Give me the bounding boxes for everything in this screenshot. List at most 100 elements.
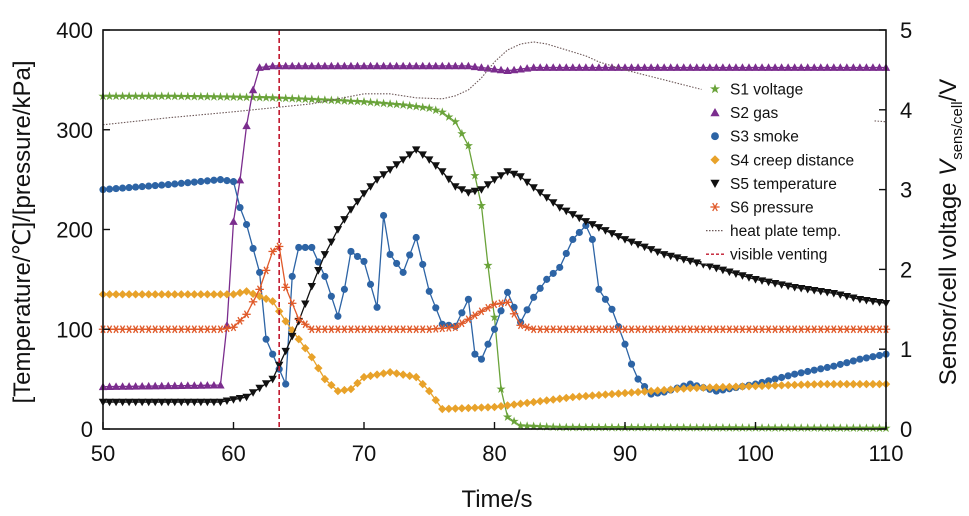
data-point bbox=[633, 241, 643, 249]
data-point bbox=[595, 285, 603, 293]
data-point bbox=[228, 92, 239, 101]
data-point bbox=[510, 303, 518, 311]
data-point bbox=[790, 380, 799, 390]
data-point bbox=[464, 61, 473, 70]
data-point bbox=[425, 61, 434, 70]
data-point bbox=[274, 361, 284, 370]
data-point bbox=[372, 370, 382, 379]
data-point bbox=[803, 423, 813, 432]
data-point bbox=[862, 63, 871, 71]
data-point bbox=[137, 91, 147, 101]
data-point bbox=[248, 85, 258, 94]
series-s4-creep-distance bbox=[98, 287, 891, 414]
data-point bbox=[418, 379, 427, 389]
data-point bbox=[646, 386, 656, 396]
data-point bbox=[144, 381, 153, 390]
data-point bbox=[412, 372, 421, 382]
data-point bbox=[627, 63, 636, 71]
data-point bbox=[522, 421, 532, 430]
data-point bbox=[483, 260, 493, 270]
data-point bbox=[477, 403, 486, 412]
data-point bbox=[738, 63, 747, 71]
data-point bbox=[699, 383, 708, 392]
y-right-tick-label: 0 bbox=[900, 417, 912, 442]
data-point bbox=[216, 380, 225, 389]
data-point bbox=[529, 397, 538, 407]
data-point bbox=[816, 379, 825, 389]
data-point bbox=[451, 183, 460, 191]
data-point bbox=[190, 381, 199, 389]
data-point bbox=[869, 353, 877, 361]
data-point bbox=[457, 61, 467, 70]
data-point bbox=[751, 276, 760, 284]
data-point bbox=[412, 61, 421, 70]
data-point bbox=[307, 282, 316, 291]
data-point bbox=[790, 283, 799, 292]
data-point bbox=[248, 389, 258, 397]
data-point bbox=[646, 63, 656, 71]
data-point bbox=[340, 216, 349, 224]
data-point bbox=[646, 246, 656, 254]
data-point bbox=[868, 297, 878, 306]
data-point bbox=[294, 315, 303, 324]
data-point bbox=[653, 248, 662, 257]
data-point bbox=[496, 65, 506, 74]
data-point bbox=[522, 323, 532, 332]
data-point bbox=[385, 61, 395, 70]
data-point bbox=[203, 177, 211, 185]
data-point bbox=[562, 207, 571, 216]
series-s5-temperature bbox=[98, 146, 891, 407]
data-point bbox=[607, 230, 617, 238]
data-point bbox=[679, 422, 689, 432]
data-point bbox=[627, 360, 636, 368]
data-point bbox=[843, 359, 851, 367]
data-point bbox=[686, 63, 695, 71]
data-point bbox=[373, 303, 381, 311]
data-point bbox=[268, 375, 277, 384]
data-point bbox=[157, 290, 166, 299]
data-point bbox=[724, 422, 734, 432]
y-left-tick-label: 300 bbox=[56, 118, 93, 143]
data-point bbox=[326, 95, 336, 105]
data-point bbox=[692, 422, 702, 432]
data-point bbox=[503, 168, 512, 176]
data-point bbox=[673, 63, 682, 71]
legend-item: S3 smoke bbox=[711, 129, 799, 146]
legend-label: S2 gas bbox=[730, 105, 779, 122]
data-point bbox=[177, 290, 186, 299]
data-point bbox=[666, 63, 675, 71]
data-point bbox=[183, 290, 193, 299]
data-point bbox=[281, 347, 290, 356]
data-point bbox=[360, 257, 368, 265]
data-point bbox=[458, 309, 466, 317]
legend-swatch bbox=[709, 83, 721, 94]
data-point bbox=[679, 256, 688, 264]
legend-label: S6 pressure bbox=[730, 200, 814, 217]
data-point bbox=[803, 380, 812, 389]
data-point bbox=[170, 91, 180, 101]
data-point bbox=[248, 289, 258, 299]
legend: S1 voltage S2 gas S3 smoke S4 creep distanc… bbox=[701, 76, 875, 264]
data-point bbox=[164, 381, 173, 390]
data-point bbox=[137, 290, 147, 299]
data-point bbox=[248, 92, 258, 102]
y-right-label-sub: sens/cell bbox=[949, 101, 966, 159]
data-point bbox=[757, 277, 767, 285]
y-right-tick-label: 3 bbox=[900, 178, 912, 203]
data-point bbox=[529, 184, 538, 192]
data-point bbox=[157, 398, 166, 407]
data-point bbox=[463, 140, 473, 150]
data-point bbox=[620, 236, 630, 244]
data-point bbox=[849, 294, 858, 303]
data-point bbox=[340, 385, 349, 395]
data-point bbox=[836, 360, 844, 368]
data-point bbox=[111, 290, 121, 299]
data-point bbox=[438, 168, 447, 176]
data-point bbox=[522, 178, 532, 187]
data-point bbox=[849, 357, 857, 365]
data-point bbox=[836, 379, 845, 389]
data-point bbox=[823, 363, 831, 372]
legend-label: heat plate temp. bbox=[730, 223, 841, 240]
data-point bbox=[477, 355, 486, 363]
data-point bbox=[523, 306, 531, 314]
